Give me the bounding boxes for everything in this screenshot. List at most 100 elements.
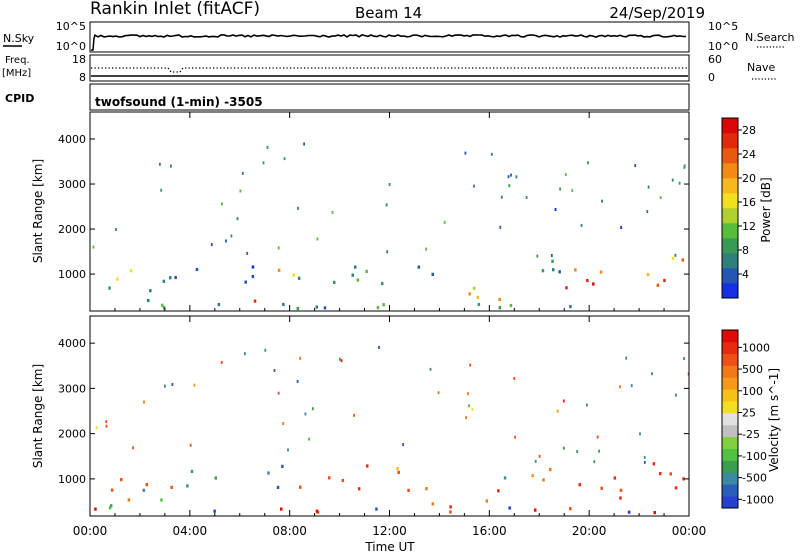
nsky-right-tick-bottom: 10^0 — [708, 40, 738, 53]
nsky-left-tick-bottom: 10^0 — [56, 40, 86, 53]
data-cell — [273, 369, 276, 372]
data-cell — [653, 511, 656, 515]
cpid-label: CPID — [5, 92, 34, 105]
power-frame — [89, 111, 690, 312]
x-tick-label: 04:00 — [173, 524, 208, 538]
data-cell — [541, 269, 545, 273]
colorbar-band — [722, 118, 738, 134]
colorbar-tick-label: 8 — [742, 244, 749, 257]
colorbar-band — [722, 377, 738, 390]
data-cell — [464, 151, 467, 155]
data-cell — [357, 487, 361, 491]
nsky-trace — [93, 34, 687, 39]
beam-title: Beam 14 — [355, 4, 422, 22]
data-cell — [562, 399, 565, 403]
data-cell — [341, 478, 345, 483]
data-cell — [115, 228, 117, 231]
colorbar-band — [722, 223, 738, 239]
data-cell — [429, 367, 432, 371]
velocity-panel: 1000 2000 3000 4000 Slant Range [km] 1000 50… — [31, 315, 781, 517]
velocity-frame — [89, 315, 690, 517]
data-cell — [280, 507, 283, 511]
data-cell — [503, 476, 507, 480]
colorbar-band — [722, 472, 738, 485]
nsky-left-tick-top: 10^5 — [56, 20, 86, 33]
data-cell — [674, 253, 677, 257]
data-cell — [160, 498, 163, 502]
data-cell — [253, 299, 257, 303]
colorbar-band — [722, 448, 738, 461]
data-cell — [656, 283, 660, 287]
colorbar-tick-label: 4 — [742, 268, 749, 281]
data-cell — [586, 279, 589, 283]
data-cell — [230, 234, 233, 238]
data-cell — [366, 464, 369, 468]
data-cell — [297, 206, 299, 210]
data-cell — [671, 256, 675, 260]
data-cell — [246, 251, 249, 255]
velocity-colorbar-label: Velocity [m s^-1] — [767, 368, 781, 472]
nave-label: Nave — [747, 61, 775, 74]
data-cell — [388, 183, 391, 186]
data-cell — [643, 460, 646, 464]
data-cell — [303, 142, 305, 146]
time-axis-label: Time UT — [364, 540, 415, 554]
data-cell — [297, 276, 301, 280]
data-cell — [508, 506, 511, 510]
data-cell — [354, 265, 357, 269]
colorbar-band — [722, 253, 738, 269]
colorbar-band — [722, 178, 738, 194]
y-tick-label: 2000 — [58, 428, 86, 441]
data-cell — [264, 348, 267, 352]
data-cell — [531, 474, 534, 478]
colorbar-band — [722, 413, 738, 426]
data-cell — [431, 502, 435, 506]
data-cell — [225, 239, 227, 243]
data-cell — [471, 407, 474, 411]
colorbar-band — [722, 238, 738, 254]
data-cell — [574, 268, 577, 272]
colorbar-tick-label: 100 — [742, 385, 763, 398]
data-cell — [171, 383, 174, 386]
data-cell — [316, 237, 319, 241]
nave-trace — [91, 67, 687, 73]
power-panel: 1000 2000 3000 4000 Slant Range [km] 4 8 12 16… — [31, 111, 773, 312]
colorbar-tick-label: 24 — [742, 148, 756, 161]
data-cell — [559, 187, 561, 191]
data-cell — [162, 306, 166, 310]
freq-right-tick-bottom: 0 — [708, 71, 715, 84]
data-cell — [149, 289, 152, 293]
data-cell — [542, 478, 545, 482]
data-cell — [323, 306, 327, 310]
data-cell — [569, 507, 572, 511]
data-cell — [281, 464, 284, 468]
data-cell — [468, 404, 470, 408]
x-tick-label: 00:00 — [73, 524, 108, 538]
data-cell — [473, 184, 475, 188]
data-cell — [467, 392, 469, 396]
data-cell — [299, 485, 302, 489]
data-cell — [663, 278, 666, 283]
time-axis: 00:00 04:00 08:00 12:00 16:00 20:00 00:00 — [73, 112, 707, 538]
x-tick-label: 00:00 — [672, 524, 707, 538]
data-cell — [477, 302, 481, 307]
data-cell — [651, 372, 653, 376]
data-cell — [159, 162, 161, 166]
data-cell — [397, 470, 400, 474]
data-cell — [174, 275, 177, 280]
data-cell — [534, 459, 537, 463]
data-cell — [468, 292, 471, 296]
data-cell — [550, 254, 553, 257]
data-cell — [308, 437, 310, 441]
freq-right-tick-top: 60 — [708, 53, 722, 66]
data-cell — [407, 488, 410, 492]
data-cell — [282, 302, 285, 307]
data-cell — [120, 478, 123, 482]
data-cell — [267, 471, 270, 475]
data-cell — [220, 361, 223, 364]
colorbar-tick-label: 28 — [742, 124, 756, 137]
data-cell — [643, 455, 646, 459]
velocity-colorbar: 1000 500 100 25 -25 -100 -500 -1000 — [721, 329, 774, 509]
data-cell — [127, 498, 131, 502]
colorbar-tick-label: 1000 — [742, 341, 770, 354]
